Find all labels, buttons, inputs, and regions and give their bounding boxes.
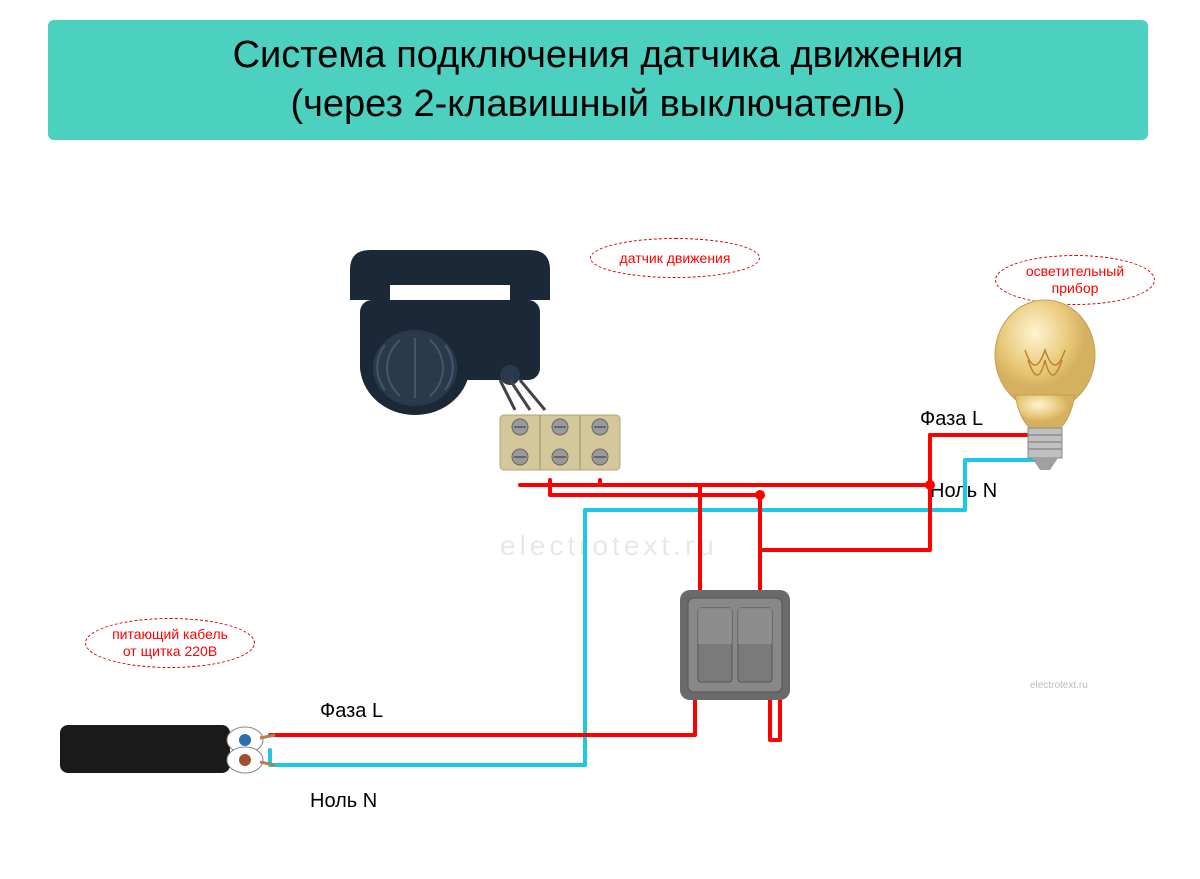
bubble-sensor-text: датчик движения <box>620 250 731 267</box>
bubble-sensor: датчик движения <box>590 238 760 278</box>
label-phaseL-top: Фаза L <box>920 408 983 431</box>
bubble-cable: питающий кабель от щитка 220В <box>85 618 255 668</box>
title-line2: (через 2-клавишный выключатель) <box>290 80 905 129</box>
light-bulb-icon <box>995 300 1095 470</box>
motion-sensor-icon <box>350 250 550 415</box>
watermark: electrotext.ru <box>500 530 718 562</box>
wall-switch-icon <box>680 590 790 700</box>
terminal-block-icon <box>500 415 620 470</box>
watermark-small: electrotext.ru <box>1030 680 1088 691</box>
label-phaseL-bottom: Фаза L <box>320 700 383 723</box>
bubble-cable-line1: питающий кабель <box>112 626 228 643</box>
title-line1: Система подключения датчика движения <box>233 31 964 80</box>
supply-cable-icon <box>60 725 275 773</box>
title-banner: Система подключения датчика движения (че… <box>48 20 1148 140</box>
bubble-lamp-line2: прибор <box>1052 280 1099 297</box>
label-nullN-top: Ноль N <box>930 480 997 503</box>
label-nullN-bottom: Ноль N <box>310 790 377 813</box>
bubble-lamp-line1: осветительный <box>1026 263 1124 280</box>
bubble-lamp: осветительный прибор <box>995 255 1155 305</box>
bubble-cable-line2: от щитка 220В <box>123 643 217 660</box>
